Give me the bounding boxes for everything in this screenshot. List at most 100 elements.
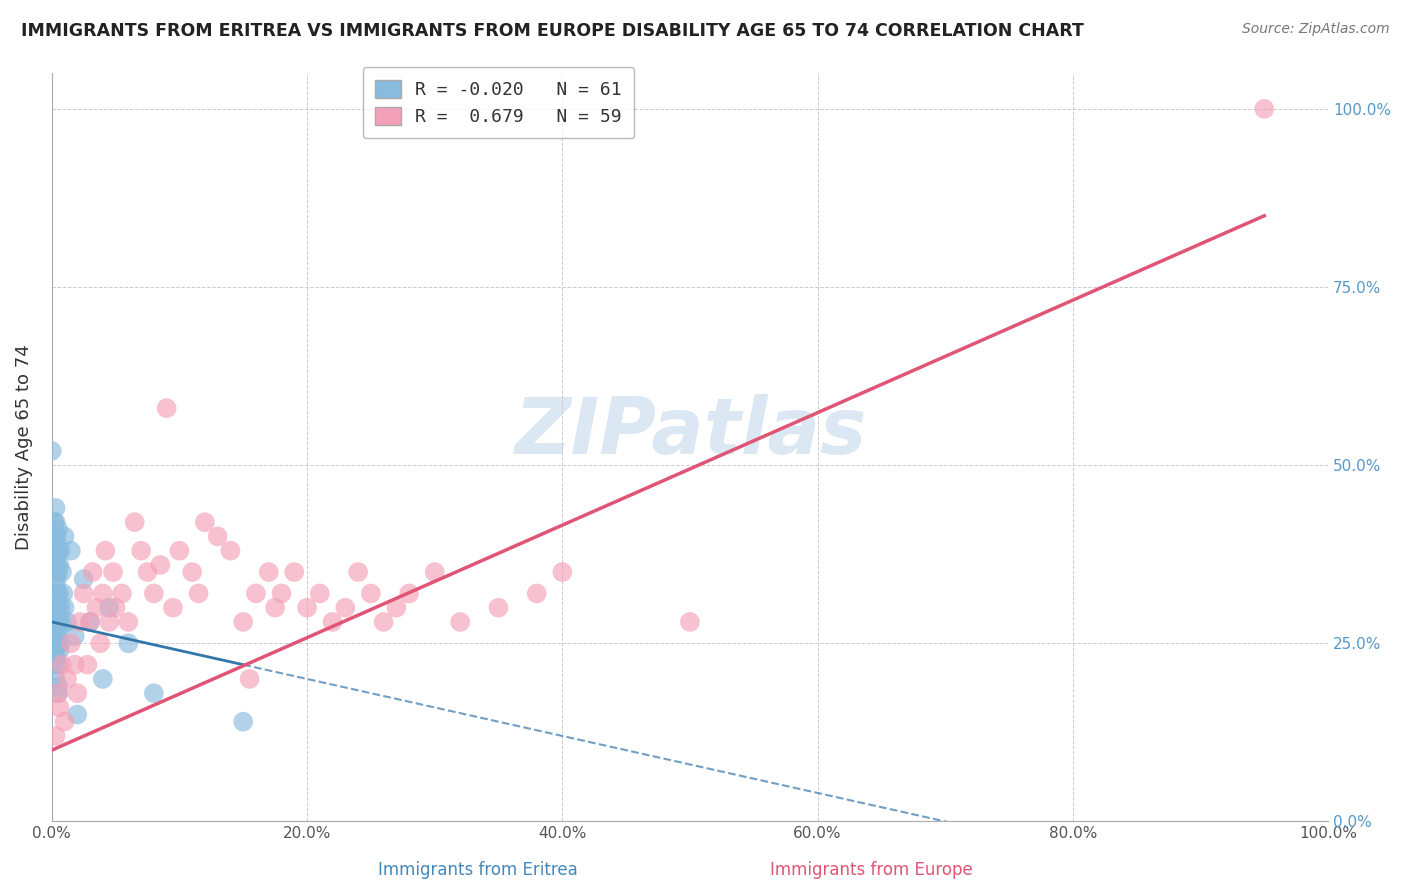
Point xyxy=(45,615,67,629)
Point xyxy=(449,615,471,629)
Point xyxy=(142,586,165,600)
Point xyxy=(49,600,72,615)
Point xyxy=(335,600,357,615)
Point xyxy=(46,679,69,693)
Point xyxy=(48,700,70,714)
Point xyxy=(56,615,79,629)
Point xyxy=(398,586,420,600)
Point xyxy=(117,636,139,650)
Point xyxy=(169,543,191,558)
Point xyxy=(46,522,69,536)
Point xyxy=(66,686,89,700)
Point xyxy=(1253,102,1275,116)
Point xyxy=(219,543,242,558)
Point xyxy=(48,643,70,657)
Point xyxy=(48,558,70,572)
Point xyxy=(111,586,134,600)
Point xyxy=(129,543,152,558)
Point xyxy=(232,615,254,629)
Point xyxy=(101,565,124,579)
Point xyxy=(257,565,280,579)
Point xyxy=(46,686,69,700)
Point xyxy=(79,615,101,629)
Point xyxy=(69,615,91,629)
Point xyxy=(270,586,292,600)
Text: Source: ZipAtlas.com: Source: ZipAtlas.com xyxy=(1241,22,1389,37)
Point xyxy=(124,515,146,529)
Point xyxy=(53,600,76,615)
Point xyxy=(187,586,209,600)
Point xyxy=(322,615,344,629)
Point xyxy=(98,600,121,615)
Point xyxy=(347,565,370,579)
Point xyxy=(46,600,69,615)
Point xyxy=(73,586,96,600)
Point xyxy=(45,622,67,636)
Text: Immigrants from Eritrea: Immigrants from Eritrea xyxy=(378,861,578,879)
Point xyxy=(45,729,67,743)
Text: Immigrants from Europe: Immigrants from Europe xyxy=(770,861,973,879)
Point xyxy=(162,600,184,615)
Point xyxy=(45,543,67,558)
Point xyxy=(245,586,267,600)
Point xyxy=(79,615,101,629)
Point xyxy=(56,672,79,686)
Point xyxy=(46,622,69,636)
Point xyxy=(45,572,67,586)
Point xyxy=(44,550,66,565)
Point xyxy=(45,558,67,572)
Point xyxy=(45,600,67,615)
Point xyxy=(385,600,408,615)
Point xyxy=(283,565,305,579)
Point xyxy=(98,615,121,629)
Point xyxy=(53,529,76,543)
Point xyxy=(360,586,382,600)
Point xyxy=(45,579,67,593)
Point xyxy=(423,565,446,579)
Point xyxy=(44,529,66,543)
Point xyxy=(86,600,108,615)
Legend: R = -0.020   N = 61, R =  0.679   N = 59: R = -0.020 N = 61, R = 0.679 N = 59 xyxy=(363,67,634,138)
Point xyxy=(91,586,114,600)
Point xyxy=(45,550,67,565)
Point xyxy=(194,515,217,529)
Point xyxy=(679,615,702,629)
Y-axis label: Disability Age 65 to 74: Disability Age 65 to 74 xyxy=(15,344,32,550)
Point xyxy=(46,636,69,650)
Point xyxy=(45,500,67,515)
Point xyxy=(45,643,67,657)
Point xyxy=(104,600,127,615)
Point xyxy=(232,714,254,729)
Point xyxy=(45,600,67,615)
Point xyxy=(526,586,548,600)
Point xyxy=(45,529,67,543)
Point xyxy=(373,615,395,629)
Text: ZIPatlas: ZIPatlas xyxy=(513,394,866,470)
Point xyxy=(51,615,73,629)
Point xyxy=(48,615,70,629)
Point xyxy=(142,686,165,700)
Point xyxy=(73,572,96,586)
Point xyxy=(117,615,139,629)
Point xyxy=(41,444,63,458)
Point xyxy=(82,565,104,579)
Text: IMMIGRANTS FROM ERITREA VS IMMIGRANTS FROM EUROPE DISABILITY AGE 65 TO 74 CORREL: IMMIGRANTS FROM ERITREA VS IMMIGRANTS FR… xyxy=(21,22,1084,40)
Point xyxy=(45,636,67,650)
Point xyxy=(308,586,330,600)
Point xyxy=(53,714,76,729)
Point xyxy=(44,515,66,529)
Point xyxy=(91,672,114,686)
Point xyxy=(94,543,117,558)
Point xyxy=(488,600,510,615)
Point xyxy=(46,657,69,672)
Point xyxy=(51,565,73,579)
Point xyxy=(239,672,262,686)
Point xyxy=(149,558,172,572)
Point xyxy=(45,615,67,629)
Point xyxy=(181,565,204,579)
Point xyxy=(51,657,73,672)
Point xyxy=(48,586,70,600)
Point xyxy=(264,600,287,615)
Point xyxy=(45,565,67,579)
Point xyxy=(45,515,67,529)
